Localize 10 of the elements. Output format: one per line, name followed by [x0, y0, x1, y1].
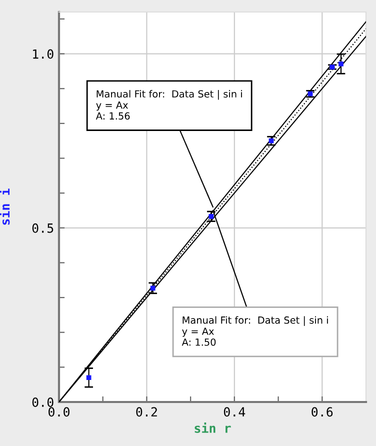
annotation: Manual Fit for: Data Set | sin i y = Ax A: 1.50 — [182, 316, 328, 346]
y-tick-label: 1.0 — [33, 49, 54, 59]
annotation: Manual Fit for: Data Set | sin i y = Ax A: 1.56 — [96, 90, 242, 120]
x-tick-label: 0.0 — [48, 407, 70, 417]
x-tick-label: 0.4 — [224, 407, 246, 417]
y-tick-label: 0.0 — [32, 398, 54, 407]
x-tick-label: 0.2 — [136, 407, 157, 417]
y-tick-label: 0.5 — [32, 223, 54, 233]
x-tick-label: 0.6 — [312, 407, 333, 417]
x-axis-title: sin r — [194, 422, 231, 433]
